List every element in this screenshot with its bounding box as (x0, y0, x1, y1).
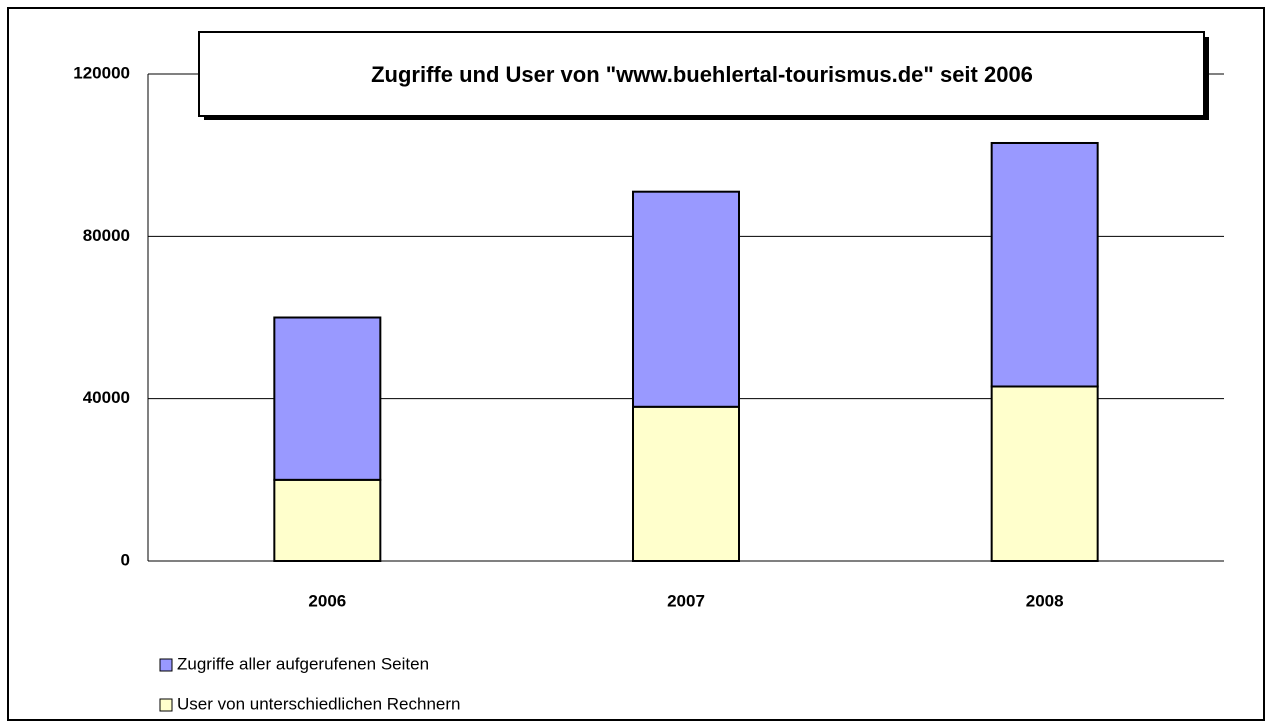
y-tick-label: 120000 (73, 63, 130, 82)
x-tick-label: 2007 (667, 591, 705, 610)
chart-title: Zugriffe und User von "www.buehlertal-to… (371, 62, 1033, 87)
legend-label: User von unterschiedlichen Rechnern (177, 694, 461, 713)
bar-segment (273, 478, 382, 563)
bar-segment (632, 190, 740, 408)
title-box (198, 31, 1205, 117)
legend-swatch (159, 658, 173, 672)
x-tick-label: 2008 (1026, 591, 1064, 610)
legend-swatch (159, 698, 173, 712)
y-tick-label: 80000 (83, 226, 130, 245)
bar-segment (990, 141, 1099, 388)
y-tick-label: 0 (121, 550, 130, 569)
bar-segment (273, 316, 382, 481)
legend-label: Zugriffe aller aufgerufenen Seiten (177, 654, 429, 673)
bar-segment (990, 385, 1099, 562)
x-tick-label: 2006 (308, 591, 346, 610)
bar-segment (632, 405, 740, 562)
y-tick-label: 40000 (83, 388, 130, 407)
